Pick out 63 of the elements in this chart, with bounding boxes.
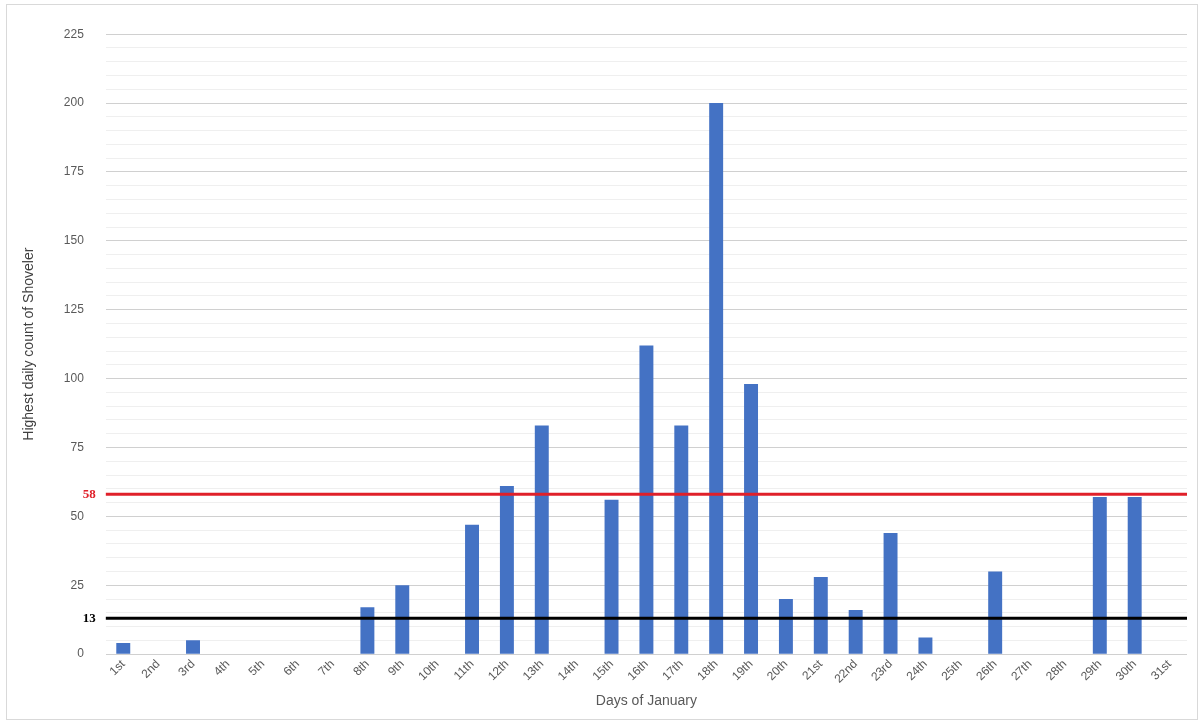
bar: [848, 610, 863, 654]
y-tick-label: 100: [63, 370, 85, 385]
y-tick-label: 200: [63, 95, 85, 110]
x-tick-label: 27th: [1008, 656, 1035, 684]
x-tick-label: 14th: [554, 656, 582, 684]
x-tick-label: 7th: [315, 656, 337, 679]
x-tick-label: 11th: [450, 656, 477, 683]
bar: [604, 499, 619, 654]
x-tick-label: 31st: [1148, 656, 1175, 683]
x-tick-label: 9th: [385, 656, 407, 679]
y-tick-label: 150: [63, 233, 85, 248]
x-tick-label: 17th: [659, 656, 686, 684]
ref-line-label: 13: [82, 609, 97, 625]
x-tick-label: 6th: [280, 656, 303, 679]
bar: [1092, 497, 1107, 654]
x-tick-label: 19th: [729, 656, 756, 684]
x-axis-title: Days of January: [595, 692, 697, 709]
bar: [116, 643, 131, 654]
x-tick-label: 3rd: [175, 656, 198, 679]
x-tick-label: 29th: [1077, 656, 1105, 684]
x-tick-label: 28th: [1042, 656, 1070, 684]
x-tick-label: 24th: [903, 656, 930, 684]
bar: [186, 640, 200, 654]
bar: [778, 599, 793, 654]
bar: [395, 585, 410, 654]
x-tick-label: 25th: [938, 656, 965, 684]
x-tick-label: 4th: [210, 656, 233, 679]
x-tick-label: 5th: [245, 656, 268, 679]
x-tick-label: 21st: [799, 656, 826, 683]
x-tick-label: 8th: [350, 656, 372, 679]
ref-line-label: 58: [82, 485, 97, 501]
y-axis-title: Highest daily count of Shoveler: [20, 247, 37, 441]
x-tick-label: 20th: [763, 656, 791, 684]
x-tick-label: 26th: [973, 656, 1000, 684]
x-tick-label: 15th: [589, 656, 616, 684]
bar: [534, 425, 549, 654]
x-tick-label: 1st: [106, 656, 129, 679]
x-tick-label: 10th: [415, 656, 442, 684]
y-tick-label: 0: [77, 646, 85, 661]
bar: [918, 637, 933, 654]
x-tick-label: 16th: [624, 656, 651, 684]
bar: [639, 345, 654, 654]
bar: [499, 486, 514, 654]
y-tick-label: 175: [63, 164, 85, 179]
bar: [988, 571, 1003, 654]
bar: [709, 103, 724, 654]
x-tick-label: 12th: [484, 656, 512, 684]
bar: [674, 425, 689, 654]
x-tick-label: 30th: [1112, 656, 1140, 684]
bar: [883, 532, 898, 654]
bar: [744, 384, 759, 654]
x-tick-label: 13th: [519, 656, 547, 684]
bar: [360, 607, 375, 654]
y-tick-label: 125: [63, 302, 85, 317]
bar: [813, 576, 828, 654]
y-tick-label: 225: [63, 26, 85, 41]
bar: [1127, 497, 1142, 654]
y-tick-label: 25: [70, 577, 85, 592]
bar: [465, 524, 479, 654]
x-tick-label: 2nd: [138, 656, 163, 681]
y-tick-label: 75: [70, 439, 85, 454]
y-tick-label: 50: [70, 508, 85, 523]
x-tick-label: 18th: [694, 656, 721, 684]
